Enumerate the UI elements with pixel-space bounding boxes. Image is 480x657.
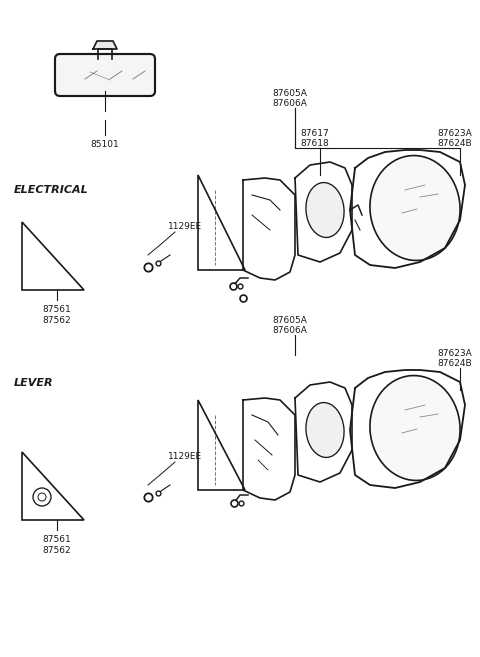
Text: 87623A: 87623A <box>438 129 472 138</box>
Text: 1129EE: 1129EE <box>168 222 202 231</box>
Text: 87561: 87561 <box>43 535 72 544</box>
Polygon shape <box>22 222 84 290</box>
Text: 87562: 87562 <box>43 316 72 325</box>
Text: 87606A: 87606A <box>273 326 307 335</box>
Text: 87624B: 87624B <box>438 139 472 148</box>
Circle shape <box>33 488 51 506</box>
Text: 87618: 87618 <box>300 139 329 148</box>
Polygon shape <box>198 175 245 270</box>
Ellipse shape <box>306 403 344 457</box>
Text: 87562: 87562 <box>43 546 72 555</box>
FancyBboxPatch shape <box>55 54 155 96</box>
Polygon shape <box>93 41 117 49</box>
Ellipse shape <box>370 376 460 480</box>
Text: 87624B: 87624B <box>438 359 472 368</box>
Polygon shape <box>198 400 245 490</box>
Text: 1129EE: 1129EE <box>168 452 202 461</box>
Circle shape <box>38 493 46 501</box>
Polygon shape <box>22 452 84 520</box>
Text: LEVER: LEVER <box>14 378 54 388</box>
Text: 87605A: 87605A <box>273 316 307 325</box>
Text: 87617: 87617 <box>300 129 329 138</box>
Text: 87605A: 87605A <box>273 89 307 98</box>
Ellipse shape <box>370 156 460 260</box>
Text: 85101: 85101 <box>91 140 120 149</box>
Ellipse shape <box>306 183 344 237</box>
Text: 87623A: 87623A <box>438 349 472 358</box>
Text: 87561: 87561 <box>43 305 72 314</box>
Text: 87606A: 87606A <box>273 99 307 108</box>
Text: ELECTRICAL: ELECTRICAL <box>14 185 89 195</box>
